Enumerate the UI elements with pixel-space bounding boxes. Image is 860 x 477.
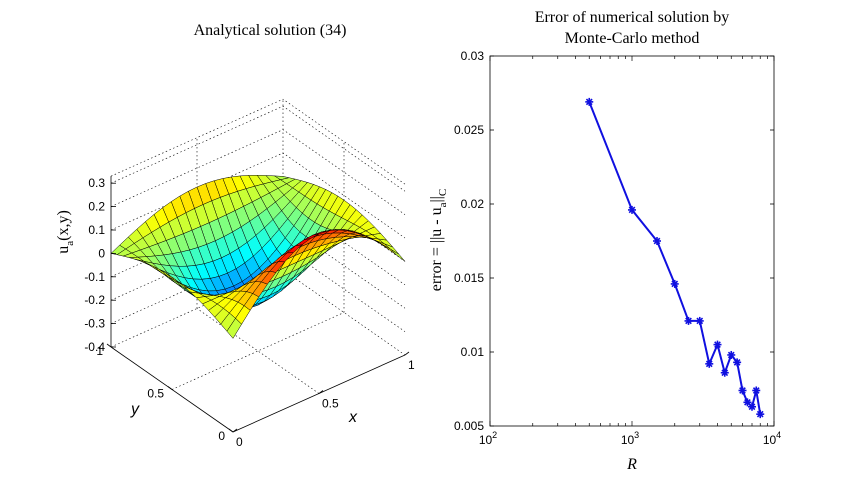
z-tick-label: -0.2 bbox=[84, 293, 105, 307]
y-tick-label: 0.02 bbox=[461, 197, 485, 211]
surface-mesh bbox=[110, 175, 406, 339]
x-tick-label: 1 bbox=[408, 358, 415, 372]
data-point-marker bbox=[695, 316, 704, 325]
y-tick-label: 0.015 bbox=[454, 271, 484, 285]
data-point-marker bbox=[748, 402, 757, 411]
x-tick-label: 103 bbox=[621, 430, 639, 447]
x-tick-label: 104 bbox=[763, 430, 781, 447]
ylabel-mid: || bbox=[428, 196, 445, 202]
data-point-marker bbox=[684, 316, 693, 325]
error-series bbox=[585, 97, 765, 419]
surface-plot-panel: Analytical solution (34) 0.3 0.2 0.1 0 -0.1 -… bbox=[55, 22, 415, 449]
y-axis-label: y bbox=[130, 401, 140, 418]
data-point-marker bbox=[756, 410, 765, 419]
plot-area-frame bbox=[489, 55, 775, 427]
z-tick-label: 0.1 bbox=[88, 223, 105, 237]
y-tick-label: 0.025 bbox=[454, 123, 484, 137]
z-tick-label: 0.3 bbox=[88, 176, 105, 190]
z-tick-label: -0.1 bbox=[84, 270, 105, 284]
data-point-marker bbox=[713, 340, 722, 349]
x-tick-label: 0.5 bbox=[322, 397, 339, 411]
chart-x-axis-label: R bbox=[626, 456, 637, 473]
ylabel-sub-c: C bbox=[437, 189, 449, 196]
y-tick-label: 0 bbox=[218, 429, 225, 443]
y-axis-ticks: 00.51 bbox=[96, 343, 234, 443]
x-tick-label: 0 bbox=[236, 435, 243, 449]
svg-text:error = ||u - ua||C: error = ||u - ua||C bbox=[428, 189, 449, 291]
x-axis-label: x bbox=[348, 409, 358, 426]
z-tick-label: 0.2 bbox=[88, 200, 105, 214]
data-point-marker bbox=[705, 359, 714, 368]
z-label-main: u bbox=[55, 246, 72, 254]
y-axis-ticks: 0.005 0.01 0.015 0.02 0.025 0.03 bbox=[454, 49, 774, 433]
data-point-marker bbox=[628, 205, 636, 214]
ylabel-sub-a: a bbox=[437, 202, 449, 207]
x-axis-ticks: 102 103 104 bbox=[479, 56, 781, 447]
surface-plot-title: Analytical solution (34) bbox=[194, 22, 347, 39]
data-point-marker bbox=[733, 358, 742, 367]
svg-text:ua(x,y): ua(x,y) bbox=[55, 210, 76, 254]
data-point-marker bbox=[653, 237, 662, 245]
z-label-args: (x,y) bbox=[55, 210, 72, 241]
z-label-sub: a bbox=[64, 241, 76, 246]
z-tick-label: -0.4 bbox=[84, 340, 105, 354]
x-tick-label: 102 bbox=[479, 430, 497, 447]
y-tick-label: 0.01 bbox=[461, 345, 485, 359]
data-point-marker bbox=[720, 368, 729, 377]
data-point-marker bbox=[727, 350, 736, 359]
y-tick-label: 0.03 bbox=[461, 49, 485, 63]
data-point-marker bbox=[670, 279, 679, 288]
data-point-marker bbox=[738, 386, 747, 395]
data-point-marker bbox=[752, 386, 761, 395]
z-tick-label: -0.3 bbox=[84, 317, 105, 331]
z-axis-label: ua(x,y) bbox=[55, 210, 76, 254]
error-chart-panel: Error of numerical solution by Monte-Car… bbox=[428, 9, 781, 473]
data-point-marker bbox=[585, 97, 594, 106]
z-axis-ticks: 0.3 0.2 0.1 0 -0.1 -0.2 -0.3 -0.4 bbox=[84, 176, 116, 354]
chart-title-line2: Monte-Carlo method bbox=[565, 30, 700, 47]
z-tick-label: 0 bbox=[98, 246, 105, 260]
surface-patch bbox=[226, 317, 242, 339]
ylabel-prefix: error = ||u - u bbox=[428, 207, 445, 291]
y-tick-label: 0.005 bbox=[454, 419, 484, 433]
y-tick-label: 0.5 bbox=[147, 387, 164, 401]
x-axis-ticks: 00.51 bbox=[232, 351, 415, 449]
y-tick-label: 1 bbox=[96, 344, 103, 358]
chart-title-line1: Error of numerical solution by bbox=[535, 9, 730, 26]
chart-y-axis-label: error = ||u - ua||C bbox=[428, 189, 449, 291]
